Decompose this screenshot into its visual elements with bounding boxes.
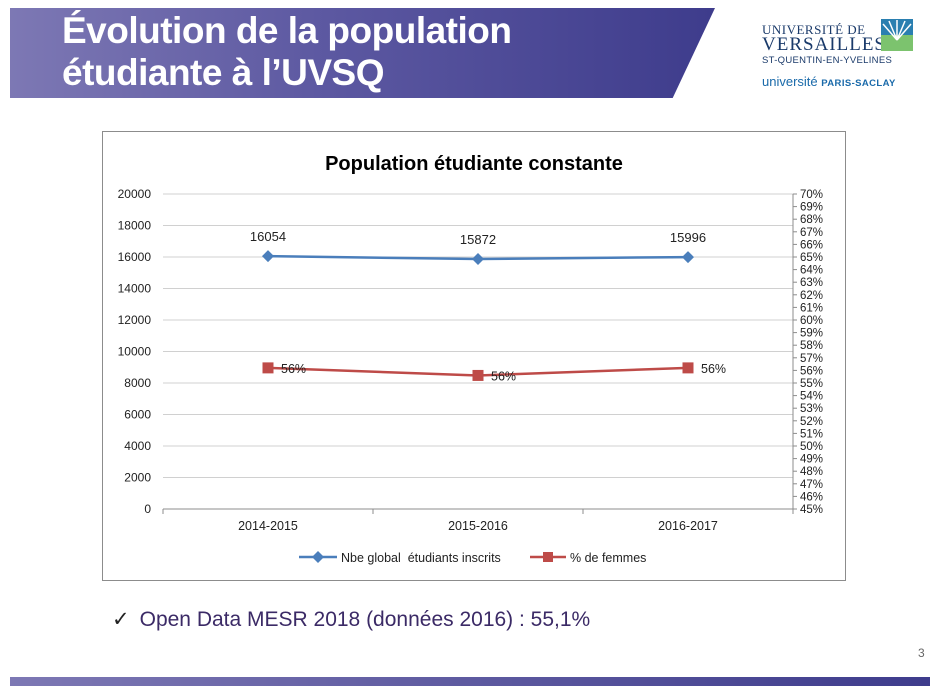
data-point <box>472 369 484 381</box>
right-tick-label: 45% <box>800 504 823 516</box>
legend-students-label: Nbe global étudiants inscrits <box>341 551 501 565</box>
chart-legend: Nbe global étudiants inscrits % de femme… <box>299 551 646 565</box>
left-tick-label: 20000 <box>118 187 152 201</box>
right-tick-label: 57% <box>800 353 823 365</box>
title-banner <box>10 8 715 98</box>
logo-line4-a: université <box>762 74 818 89</box>
bottom-bar <box>10 677 930 686</box>
line-chart: Population étudiante constante 0 2000 4000… <box>118 153 823 565</box>
left-tick-label: 2000 <box>124 471 151 485</box>
left-tick-label: 4000 <box>124 439 151 453</box>
source-note: ✓ Open Data MESR 2018 (données 2016) : 55… <box>112 607 590 632</box>
right-tick-label: 58% <box>800 340 823 352</box>
data-point <box>262 250 274 263</box>
right-tick-label: 56% <box>800 365 823 377</box>
data-point <box>472 253 484 266</box>
right-tick-label: 63% <box>800 277 823 289</box>
data-point <box>262 362 274 374</box>
data-label: 56% <box>701 362 726 376</box>
right-tick-label: 53% <box>800 403 823 415</box>
slide-title-line2: étudiante à l’UVSQ <box>62 52 385 93</box>
legend-women-marker <box>543 552 553 562</box>
right-tick-label: 62% <box>800 290 823 302</box>
left-tick-label: 10000 <box>118 345 152 359</box>
right-tick-label: 60% <box>800 315 823 327</box>
left-tick-label: 18000 <box>118 219 152 233</box>
checkmark-icon: ✓ <box>112 608 130 631</box>
slide-title: Évolution de la population étudiante à l… <box>62 10 682 94</box>
left-tick-label: 16000 <box>118 250 152 264</box>
logo-line4: université PARIS-SACLAY <box>762 74 896 89</box>
right-tick-label: 54% <box>800 391 823 403</box>
right-tick-label: 68% <box>800 214 823 226</box>
left-tick-label: 6000 <box>124 408 151 422</box>
data-label: 16054 <box>250 229 286 244</box>
right-tick-label: 47% <box>800 479 823 491</box>
x-tick-label: 2014-2015 <box>238 519 298 533</box>
left-axis-ticks: 0 2000 4000 6000 8000 10000 12000 14000 16000 180… <box>118 187 152 516</box>
right-tick-label: 64% <box>800 265 823 277</box>
logo-line2: VERSAILLES <box>762 34 886 55</box>
data-label: 15996 <box>670 230 706 245</box>
logo-emblem-icon <box>881 19 913 51</box>
university-logo: UNIVERSITÉ DE VERSAILLES ST-QUENTIN-EN-Y… <box>760 18 920 98</box>
x-tick-label: 2016-2017 <box>658 519 718 533</box>
source-note-text: Open Data MESR 2018 (données 2016) : 55,… <box>139 608 591 631</box>
data-label: 56% <box>491 369 516 383</box>
data-label: 56% <box>281 362 306 376</box>
left-tick-label: 8000 <box>124 376 151 390</box>
right-axis-ticks: 45%46%47%48%49%50%51%52%53%54%55%56%57%5… <box>792 189 823 516</box>
right-tick-label: 50% <box>800 441 823 453</box>
right-tick-label: 67% <box>800 227 823 239</box>
right-tick-label: 48% <box>800 466 823 478</box>
data-point <box>682 362 694 374</box>
right-tick-label: 46% <box>800 491 823 503</box>
chart-frame: Population étudiante constante 0 2000 4000… <box>102 131 846 581</box>
right-tick-label: 55% <box>800 378 823 390</box>
right-tick-label: 69% <box>800 202 823 214</box>
legend-students-marker <box>312 551 324 563</box>
data-point <box>682 251 694 264</box>
right-tick-label: 59% <box>800 328 823 340</box>
left-tick-label: 12000 <box>118 313 152 327</box>
left-tick-label: 0 <box>144 502 151 516</box>
left-tick-label: 14000 <box>118 282 152 296</box>
right-tick-label: 65% <box>800 252 823 264</box>
right-tick-label: 52% <box>800 416 823 428</box>
page-number: 3 <box>918 646 925 660</box>
x-tick-label: 2015-2016 <box>448 519 508 533</box>
series-layer: 16054 15872 15996 56% 56% 56% <box>250 229 726 383</box>
logo-line1: UNIVERSITÉ DE <box>762 22 866 37</box>
right-tick-label: 66% <box>800 239 823 251</box>
data-label: 15872 <box>460 232 496 247</box>
slide-title-line1: Évolution de la population <box>62 10 512 51</box>
right-tick-label: 51% <box>800 428 823 440</box>
legend-women-label: % de femmes <box>570 551 646 565</box>
logo-line4-b: PARIS-SACLAY <box>821 78 896 89</box>
chart-title: Population étudiante constante <box>325 153 623 175</box>
x-axis-ticks: 2014-2015 2015-2016 2016-2017 <box>162 509 794 533</box>
logo-line3: ST-QUENTIN-EN-YVELINES <box>762 55 893 66</box>
right-tick-label: 49% <box>800 454 823 466</box>
right-tick-label: 70% <box>800 189 823 201</box>
right-tick-label: 61% <box>800 302 823 314</box>
